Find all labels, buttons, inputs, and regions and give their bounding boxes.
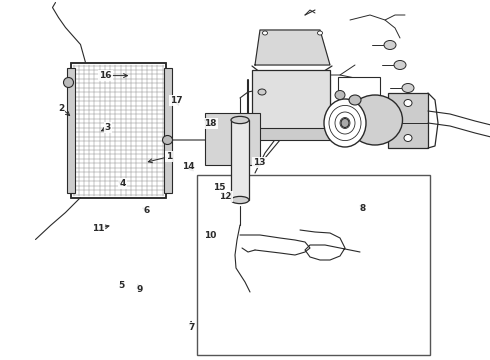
- Text: 2: 2: [58, 104, 64, 112]
- Text: 9: 9: [136, 285, 143, 294]
- Text: 7: 7: [188, 323, 195, 332]
- Ellipse shape: [404, 99, 412, 107]
- Bar: [252, 128, 330, 140]
- Ellipse shape: [402, 84, 414, 93]
- Ellipse shape: [231, 197, 249, 204]
- Text: 5: 5: [119, 281, 124, 289]
- Ellipse shape: [263, 31, 268, 35]
- Bar: [338, 77, 380, 132]
- Bar: [197, 175, 430, 355]
- Text: 16: 16: [99, 71, 112, 80]
- Text: 3: 3: [105, 123, 111, 132]
- Ellipse shape: [404, 135, 412, 141]
- Text: 10: 10: [204, 231, 217, 240]
- Text: 13: 13: [253, 158, 266, 167]
- Bar: [71, 63, 166, 198]
- Bar: [252, 70, 330, 130]
- Bar: [388, 93, 428, 148]
- Ellipse shape: [318, 31, 322, 35]
- Text: 4: 4: [119, 179, 126, 188]
- Text: 17: 17: [170, 96, 183, 105]
- Bar: [67, 68, 74, 193]
- Ellipse shape: [258, 89, 266, 95]
- Text: 18: 18: [204, 118, 217, 127]
- Ellipse shape: [384, 40, 396, 49]
- Text: 11: 11: [92, 224, 104, 233]
- Ellipse shape: [335, 90, 345, 99]
- Text: 14: 14: [182, 162, 195, 171]
- Text: 8: 8: [360, 204, 366, 213]
- Text: 6: 6: [144, 206, 150, 215]
- Polygon shape: [255, 30, 330, 65]
- Bar: [205, 113, 260, 165]
- Bar: [164, 68, 171, 193]
- Bar: [71, 63, 166, 198]
- Text: 1: 1: [166, 152, 172, 161]
- Ellipse shape: [163, 135, 172, 144]
- Bar: [231, 120, 249, 200]
- Ellipse shape: [341, 118, 349, 127]
- Ellipse shape: [231, 116, 249, 123]
- Text: 15: 15: [213, 183, 226, 192]
- Ellipse shape: [349, 95, 361, 105]
- Ellipse shape: [324, 99, 366, 147]
- Text: 12: 12: [219, 192, 232, 201]
- Ellipse shape: [64, 77, 74, 87]
- Ellipse shape: [347, 95, 402, 145]
- Ellipse shape: [394, 60, 406, 69]
